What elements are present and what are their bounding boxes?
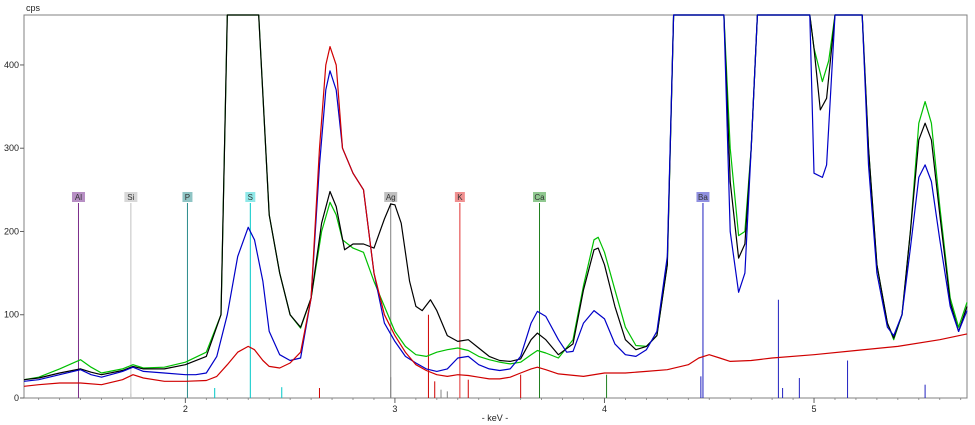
x-tick-label: 5 [812,404,817,414]
element-marker-box[interactable] [245,192,256,202]
y-tick-label: 400 [4,60,19,70]
y-tick-label: 200 [4,226,19,236]
x-tick-label: 4 [602,404,607,414]
element-marker-box[interactable] [182,192,193,202]
element-marker-box[interactable] [454,192,465,202]
spectrum-series-3 [23,14,968,382]
y-tick-label: 100 [4,310,19,320]
y-tick-label: 300 [4,143,19,153]
y-axis-label: cps [26,3,41,13]
element-marker-box[interactable] [533,192,547,202]
element-label[interactable]: Ag [386,193,396,202]
element-marker-box[interactable] [124,192,138,202]
element-label[interactable]: Ba [698,193,708,202]
x-axis-label: - keV - [482,413,509,423]
x-tick-label: 2 [183,404,188,414]
element-marker-box[interactable] [696,192,710,202]
element-label[interactable]: Ca [534,193,545,202]
element-marker-box[interactable] [384,192,398,202]
plot-frame [23,14,968,399]
spectrum-series-4 [23,46,968,387]
element-label[interactable]: S [248,193,253,202]
y-tick-label: 0 [14,393,19,403]
element-label[interactable]: K [457,193,463,202]
element-label[interactable]: Al [75,193,82,202]
x-tick-label: 3 [392,404,397,414]
element-label[interactable]: P [185,193,190,202]
element-marker-box[interactable] [71,192,85,202]
element-label[interactable]: Si [127,193,134,202]
